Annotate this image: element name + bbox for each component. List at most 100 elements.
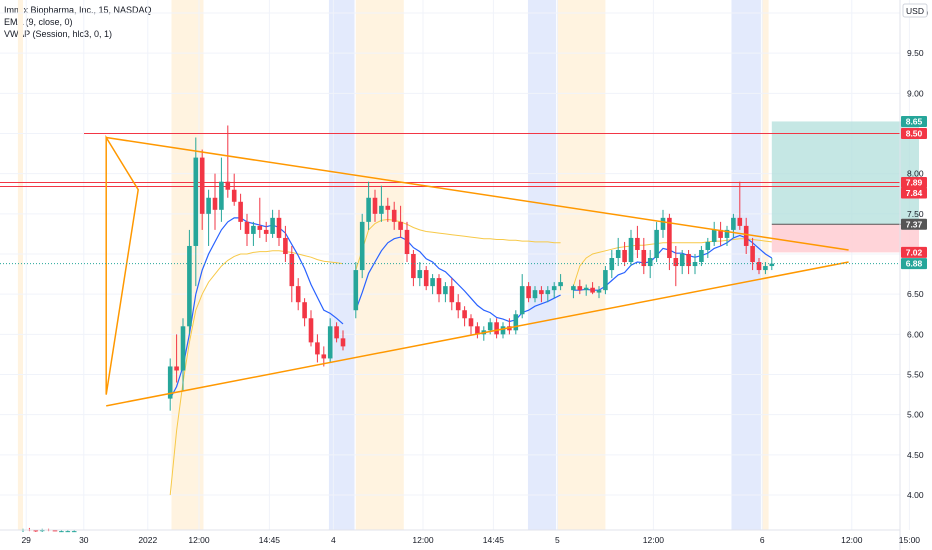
candle — [731, 213, 736, 238]
candle — [475, 322, 480, 339]
price-badge-label: 7.84 — [906, 188, 923, 198]
price-tick-label: 8.00 — [907, 169, 924, 179]
vwap-line — [169, 218, 772, 496]
candle — [750, 237, 755, 271]
candle-body — [679, 254, 685, 267]
candle-body — [398, 221, 403, 230]
candle-body — [231, 189, 237, 202]
candle-body — [468, 318, 474, 327]
candle — [468, 314, 474, 335]
axes — [0, 0, 901, 550]
candle — [628, 229, 634, 267]
candle — [699, 245, 704, 267]
candle — [391, 201, 397, 230]
candle-body — [391, 209, 397, 222]
candle — [532, 286, 538, 303]
candle — [615, 237, 621, 267]
target-zone — [771, 121, 919, 225]
price-badge: 7.37 — [901, 218, 927, 230]
candle — [545, 286, 551, 303]
candle — [270, 209, 275, 238]
time-tick-label: 4 — [331, 535, 336, 545]
symbol-title[interactable]: Immix Biopharma, Inc., 15, NASDAQ — [4, 5, 152, 15]
time-tick-label: 2022 — [138, 535, 157, 545]
candle-body — [270, 217, 275, 234]
candle — [494, 318, 499, 339]
price-tick-label: 9.50 — [907, 48, 924, 58]
candle-body — [603, 270, 608, 291]
time-tick-label: 12:00 — [643, 535, 665, 545]
price-badge: 7.02 — [901, 246, 927, 258]
candle-body — [321, 354, 327, 359]
triangle-pattern[interactable] — [105, 134, 849, 407]
candle-body — [455, 302, 461, 311]
candle — [225, 125, 231, 198]
candle — [398, 205, 403, 238]
candle-body — [577, 286, 583, 291]
candle — [340, 330, 346, 351]
candle — [308, 310, 314, 347]
candle-body — [327, 326, 333, 359]
candle-body — [763, 266, 768, 271]
ema-path — [169, 217, 773, 399]
candle — [231, 173, 237, 206]
candle-body — [667, 217, 672, 259]
candle — [641, 237, 647, 275]
candle-body — [705, 241, 711, 250]
candle — [449, 278, 455, 311]
candle — [327, 318, 333, 363]
candle-body — [295, 286, 301, 303]
price-badge-label: 8.65 — [906, 116, 923, 126]
time-tick-label: 12:00 — [412, 535, 434, 545]
candle-body — [724, 229, 730, 238]
candle — [590, 282, 595, 295]
candle — [577, 279, 583, 295]
candle-body — [609, 258, 615, 271]
candle-body — [372, 197, 378, 214]
candle-body — [180, 326, 186, 371]
triangle-lower-trendline — [106, 261, 849, 407]
vwap-path — [169, 218, 772, 496]
horizontal-levels[interactable] — [0, 133, 900, 188]
candle-body — [731, 217, 736, 230]
time-tick-label: 29 — [21, 535, 31, 545]
triangle-upper-trendline — [106, 136, 849, 251]
candle — [404, 221, 410, 263]
candle — [596, 286, 602, 299]
candle-body — [487, 322, 493, 331]
candle-body — [532, 290, 538, 299]
candle — [257, 197, 263, 238]
candle-body — [583, 287, 589, 291]
candle — [692, 254, 698, 275]
candle — [334, 322, 339, 343]
long-position-tool[interactable] — [771, 121, 919, 253]
ema-indicator-label[interactable]: EMA (9, close, 0) — [4, 17, 73, 27]
candle — [411, 249, 416, 287]
candle-body — [65, 531, 71, 533]
candle — [718, 221, 723, 246]
vwap-indicator-label[interactable]: VWAP (Session, hlc3, 0, 1) — [4, 29, 113, 39]
candle-body — [628, 237, 634, 263]
candle — [737, 181, 743, 230]
price-tick-label: 5.00 — [907, 410, 924, 420]
candle — [379, 185, 384, 222]
candle — [500, 322, 506, 339]
candle-body — [571, 286, 576, 291]
candle — [462, 306, 467, 327]
time-axis[interactable]: 29 30 2022 12:00 14:45 4 12:00 14:45 5 12:00 6 12:0… — [21, 535, 920, 545]
candle — [251, 221, 256, 246]
candle-body — [545, 290, 551, 295]
candle-body — [462, 310, 467, 319]
candle — [679, 249, 685, 275]
candle — [283, 225, 288, 263]
candle-body — [654, 229, 659, 259]
price-badge: 7.84 — [901, 187, 927, 199]
ema-line — [169, 217, 773, 399]
candle-body — [199, 157, 205, 214]
candle — [417, 262, 423, 287]
candle-body — [558, 282, 563, 287]
candle-body — [635, 237, 640, 250]
candle-body — [174, 366, 179, 371]
candle-body — [225, 181, 231, 190]
